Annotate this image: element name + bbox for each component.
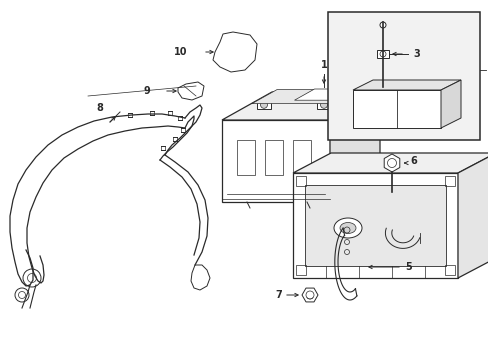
Polygon shape	[292, 173, 457, 278]
Bar	[327, 12, 479, 140]
Polygon shape	[305, 185, 445, 266]
Circle shape	[23, 269, 41, 287]
Polygon shape	[222, 92, 379, 120]
Bar	[444, 265, 454, 275]
Polygon shape	[329, 92, 379, 202]
Polygon shape	[457, 153, 488, 278]
Polygon shape	[251, 90, 356, 104]
Polygon shape	[302, 288, 317, 302]
Text: 7: 7	[275, 290, 282, 300]
Polygon shape	[178, 82, 203, 100]
Bar	[264, 140, 283, 175]
Bar	[316, 101, 330, 109]
Text: 10: 10	[173, 47, 186, 57]
Polygon shape	[352, 80, 460, 90]
Ellipse shape	[339, 222, 355, 234]
Bar	[444, 176, 454, 186]
Bar	[352, 90, 440, 128]
Polygon shape	[440, 80, 460, 128]
Bar	[376, 50, 388, 58]
Polygon shape	[213, 32, 257, 72]
Circle shape	[15, 288, 29, 302]
Bar	[237, 140, 254, 175]
Bar	[257, 101, 270, 109]
Circle shape	[379, 22, 385, 28]
Text: 9: 9	[143, 86, 150, 96]
Polygon shape	[191, 265, 209, 290]
Ellipse shape	[333, 218, 361, 238]
Bar	[295, 176, 305, 186]
Polygon shape	[222, 120, 329, 202]
Text: 8: 8	[96, 103, 103, 113]
Circle shape	[260, 101, 267, 108]
Circle shape	[320, 101, 327, 108]
Text: 3: 3	[412, 49, 419, 59]
Polygon shape	[292, 153, 488, 173]
Bar	[292, 140, 310, 175]
Polygon shape	[384, 154, 399, 172]
Text: 6: 6	[409, 156, 416, 166]
Text: 2: 2	[487, 64, 488, 75]
Text: 5: 5	[404, 262, 411, 272]
Polygon shape	[294, 89, 351, 100]
Bar	[295, 265, 305, 275]
Text: 1: 1	[320, 60, 326, 70]
